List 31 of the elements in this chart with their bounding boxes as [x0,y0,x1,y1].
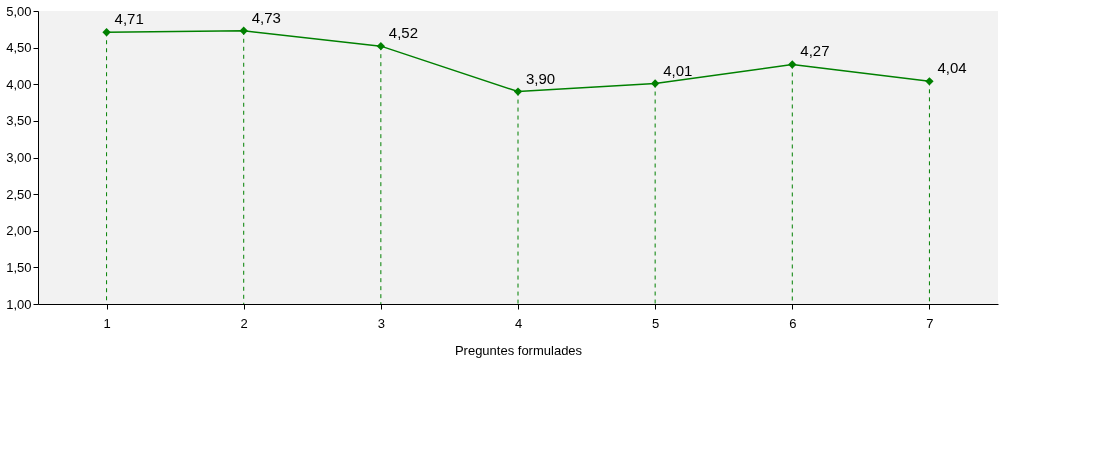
x-axis-title: Preguntes formulades [454,342,583,358]
data-label: 4,04 [937,59,967,77]
y-tick-label: 5,00 [6,3,32,19]
y-tick-label: 4,00 [6,76,32,92]
x-tick-label: 4 [514,315,523,331]
point [102,28,111,37]
data-label: 4,01 [663,61,693,79]
point [925,77,934,86]
y-tick-label: 1,50 [6,259,32,275]
point [513,87,523,96]
x-tick-label: 1 [103,315,111,331]
y-tick-label: 2,50 [6,186,32,202]
x-tick-label: 7 [926,315,934,331]
y-tick-label: 3,00 [6,150,32,165]
y-tick-label: 2,00 [6,223,32,239]
y-tick-label: 3,50 [6,113,32,129]
x-tick-label: 3 [377,315,385,331]
data-label: 4,73 [251,8,281,26]
x-tick-label: 5 [652,315,660,331]
point [788,60,797,69]
x-tick-label: 2 [240,315,248,331]
x-tick-label: 6 [789,315,797,331]
data-label: 4,27 [800,42,830,60]
point [239,26,248,35]
data-label: 4,52 [388,24,419,42]
data-label: 4,71 [114,10,144,28]
y-tick-label: 4,50 [6,40,32,56]
data-label: 3,90 [526,69,556,87]
y-tick-label: 1,00 [6,296,32,312]
point [650,79,660,88]
point [376,41,386,51]
